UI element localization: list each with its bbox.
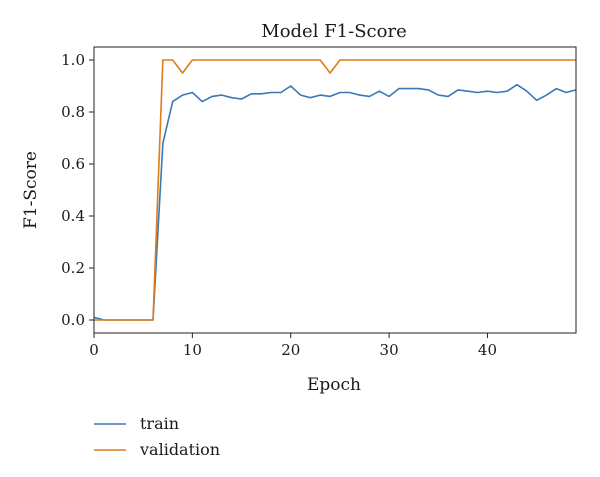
x-axis: 0 10 20 30 40 bbox=[89, 333, 497, 359]
plot-area-frame bbox=[93, 46, 577, 334]
plot-lines bbox=[93, 59, 577, 321]
x-tick-label: 40 bbox=[478, 341, 497, 359]
chart-title: Model F1-Score bbox=[261, 21, 406, 42]
y-tick-label: 0.0 bbox=[61, 311, 85, 329]
y-tick-label: 0.6 bbox=[61, 155, 85, 173]
legend: train validation bbox=[94, 414, 220, 459]
y-axis-label: F1-Score bbox=[21, 151, 41, 229]
x-axis-label: Epoch bbox=[307, 375, 361, 395]
x-tick-label: 0 bbox=[89, 341, 99, 359]
y-tick-label: 0.2 bbox=[61, 259, 85, 277]
x-tick-label: 10 bbox=[183, 341, 202, 359]
y-axis: 0.0 0.2 0.4 0.6 0.8 1.0 bbox=[61, 51, 94, 329]
x-tick-label: 20 bbox=[281, 341, 300, 359]
y-tick-label: 0.8 bbox=[61, 103, 85, 121]
series-line-validation bbox=[94, 59, 576, 321]
legend-label-train: train bbox=[140, 414, 179, 433]
x-tick-label: 30 bbox=[380, 341, 399, 359]
legend-label-validation: validation bbox=[139, 440, 220, 459]
y-tick-label: 0.4 bbox=[61, 207, 85, 225]
series-line-train bbox=[93, 83, 577, 321]
y-tick-label: 1.0 bbox=[61, 51, 85, 69]
